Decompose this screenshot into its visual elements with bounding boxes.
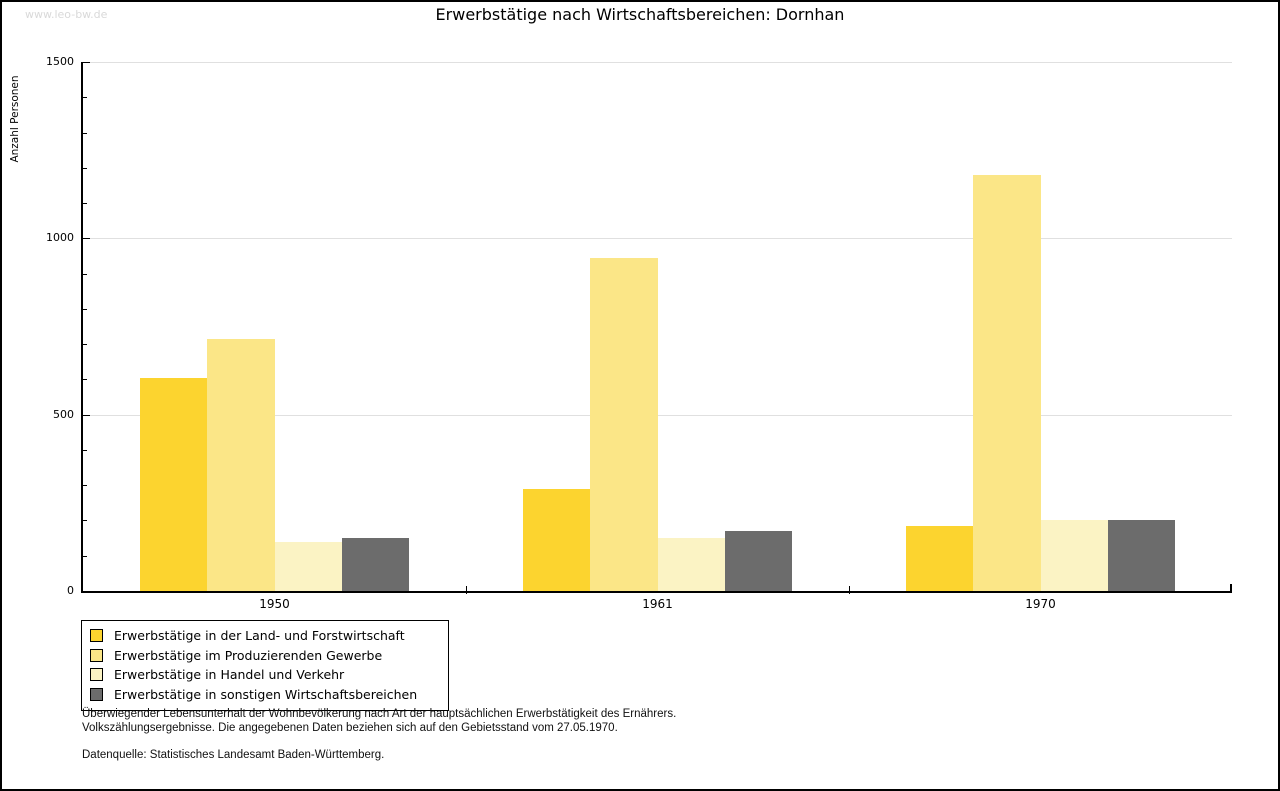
x-axis-end-cap xyxy=(1230,584,1232,591)
x-axis-group-tick xyxy=(849,586,850,594)
y-tick-label-0: 0 xyxy=(67,584,74,597)
x-axis-group-tick xyxy=(466,586,467,594)
footnote-text: Überwiegender Lebensunterhalt der Wohnbe… xyxy=(82,707,676,735)
bar-1970-series-3 xyxy=(1040,520,1108,591)
legend-swatch-4 xyxy=(90,687,103,701)
y-minor-tick xyxy=(83,485,87,486)
legend-item-1: Erwerbstätige in der Land- und Forstwirt… xyxy=(90,626,440,646)
bar-1961-series-1 xyxy=(523,488,591,591)
y-minor-tick xyxy=(83,379,87,380)
legend-label-1: Erwerbstätige in der Land- und Forstwirt… xyxy=(114,628,405,644)
y-tick-label-1000: 1000 xyxy=(46,231,74,244)
bar-1961-series-3 xyxy=(657,538,725,591)
y-tick-label-1500: 1500 xyxy=(46,55,74,68)
footnote-line-2: Volkszählungsergebnisse. Die angegebenen… xyxy=(82,722,618,734)
y-minor-tick xyxy=(83,309,87,310)
legend: Erwerbstätige in der Land- und Forstwirt… xyxy=(81,620,449,711)
data-source-text: Datenquelle: Statistisches Landesamt Bad… xyxy=(82,749,385,761)
y-minor-tick xyxy=(83,133,87,134)
legend-item-2: Erwerbstätige im Produzierenden Gewerbe xyxy=(90,646,440,666)
legend-item-4: Erwerbstätige in sonstigen Wirtschaftsbe… xyxy=(90,685,440,705)
bar-1970-series-4 xyxy=(1107,520,1175,591)
y-minor-tick xyxy=(83,203,87,204)
legend-label-2: Erwerbstätige im Produzierenden Gewerbe xyxy=(114,647,383,663)
x-tick-label-1970: 1970 xyxy=(1025,597,1056,611)
y-minor-tick xyxy=(83,97,87,98)
y-minor-tick xyxy=(83,450,87,451)
y-minor-tick xyxy=(83,520,87,521)
legend-label-4: Erwerbstätige in sonstigen Wirtschaftsbe… xyxy=(114,686,418,702)
legend-swatch-1 xyxy=(90,629,103,643)
watermark-text: www.leo-bw.de xyxy=(25,8,108,21)
y-minor-tick xyxy=(83,556,87,557)
legend-label-3: Erwerbstätige in Handel und Verkehr xyxy=(114,667,345,683)
bar-1950-series-4 xyxy=(341,538,409,591)
bar-1950-series-2 xyxy=(207,338,275,591)
y-minor-tick xyxy=(83,168,87,169)
y-major-tick xyxy=(83,238,90,239)
y-minor-tick xyxy=(83,344,87,345)
gridline-1500 xyxy=(83,61,1232,63)
bar-1950-series-1 xyxy=(140,377,208,591)
legend-swatch-2 xyxy=(90,648,103,662)
y-major-tick xyxy=(83,415,90,416)
legend-swatch-3 xyxy=(90,668,103,682)
y-tick-label-500: 500 xyxy=(53,408,74,421)
y-major-tick xyxy=(83,62,90,63)
plot-area xyxy=(81,61,1232,594)
x-tick-label-1961: 1961 xyxy=(642,597,673,611)
gridline-500 xyxy=(83,414,1232,416)
bar-1961-series-2 xyxy=(590,257,658,591)
bar-1970-series-1 xyxy=(906,525,974,591)
y-axis-label: Anzahl Personen xyxy=(9,75,21,163)
gridline-1000 xyxy=(83,237,1232,239)
y-minor-tick xyxy=(83,274,87,275)
x-tick-label-1950: 1950 xyxy=(259,597,290,611)
bar-1961-series-4 xyxy=(724,531,792,591)
legend-item-3: Erwerbstätige in Handel und Verkehr xyxy=(90,665,440,685)
bar-1950-series-3 xyxy=(274,541,342,591)
bar-1970-series-2 xyxy=(973,174,1041,591)
footnote-line-1: Überwiegender Lebensunterhalt der Wohnbe… xyxy=(82,708,677,720)
chart-title: Erwerbstätige nach Wirtschaftsbereichen:… xyxy=(435,5,845,24)
